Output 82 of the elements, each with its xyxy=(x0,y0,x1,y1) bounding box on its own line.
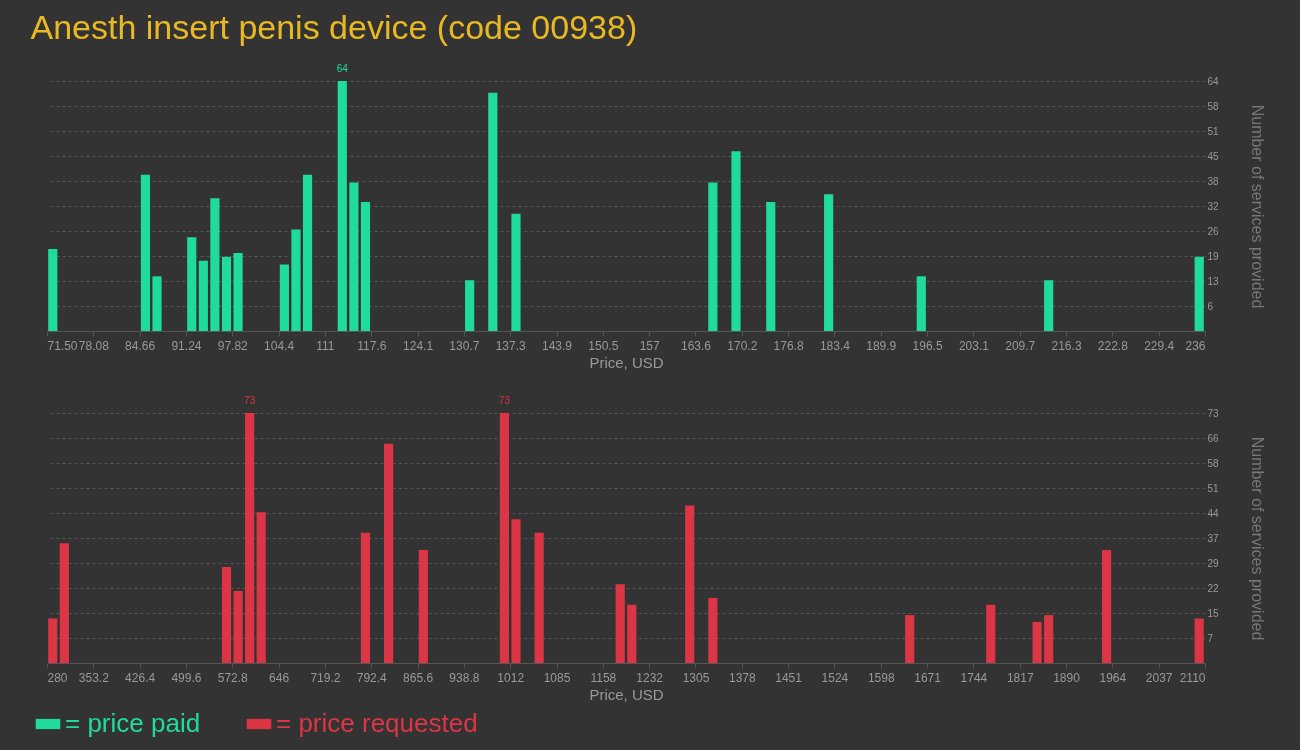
x-tick-label: 196.5 xyxy=(912,338,943,353)
x-tick-label: 97.82 xyxy=(217,338,249,353)
x-tick-label: 1158 xyxy=(590,670,617,685)
legend-label: = price paid xyxy=(65,708,201,738)
x-tick-label: 1744 xyxy=(960,670,988,685)
x-tick-label: 792.4 xyxy=(356,670,388,685)
chart-title: Anesth insert penis device (code 00938) xyxy=(30,8,638,46)
y-tick-label: 15 xyxy=(1207,607,1220,619)
y-tick-label: 58 xyxy=(1207,100,1220,112)
y-tick-label: 32 xyxy=(1207,200,1220,212)
x-tick-label: 353.2 xyxy=(78,670,110,685)
y-tick-label: 38 xyxy=(1207,175,1220,187)
data-label: 64 xyxy=(336,63,349,74)
y-tick-label: 44 xyxy=(1207,507,1220,519)
x-tick-label: 1305 xyxy=(682,670,710,685)
y-tick-label: 26 xyxy=(1207,225,1220,237)
x-tick-label: 1232 xyxy=(636,670,664,685)
y-tick-label: 73 xyxy=(1207,407,1220,419)
y-tick-label: 13 xyxy=(1207,275,1220,287)
x-tick-label: 236 xyxy=(1185,338,1206,353)
x-tick-label: 572.8 xyxy=(217,670,249,685)
x-tick-label: 150.5 xyxy=(588,338,619,353)
x-tick-label: 117.6 xyxy=(357,338,387,353)
y-tick-label: 29 xyxy=(1207,557,1220,569)
x-tick-label: 2110 xyxy=(1179,670,1206,685)
x-tick-label: 137.3 xyxy=(495,338,527,353)
x-tick-label: 104.4 xyxy=(264,338,295,353)
x-tick-label: 78.08 xyxy=(78,338,110,353)
y-tick-label: 37 xyxy=(1207,532,1220,544)
x-tick-label: 1012 xyxy=(497,670,525,685)
legend-label: = price requested xyxy=(276,708,478,738)
x-tick-label: 170.2 xyxy=(727,338,758,353)
y-tick-label: 66 xyxy=(1207,432,1220,444)
y-tick-label: 22 xyxy=(1207,582,1220,594)
x-tick-label: 203.1 xyxy=(958,338,990,353)
x-tick-label: 124.1 xyxy=(403,338,434,353)
x-tick-label: 209.7 xyxy=(1005,338,1036,353)
x-tick-label: 426.4 xyxy=(125,670,156,685)
x-tick-label: 1451 xyxy=(775,670,803,685)
x-tick-label: 176.8 xyxy=(773,338,804,353)
data-label: 73 xyxy=(244,395,256,406)
x-tick-label: 719.2 xyxy=(310,670,341,685)
y-tick-label: 51 xyxy=(1207,125,1220,137)
x-tick-label: 71.50 xyxy=(47,338,78,353)
x-axis-title: Price, USD xyxy=(589,353,664,371)
x-tick-label: 938.8 xyxy=(449,670,480,685)
x-tick-label: 216.3 xyxy=(1051,338,1082,353)
x-tick-label: 189.9 xyxy=(866,338,897,353)
x-tick-label: 229.4 xyxy=(1144,338,1175,353)
y-tick-label: 51 xyxy=(1207,482,1220,494)
x-tick-label: 280 xyxy=(47,670,68,685)
y-tick-label: 7 xyxy=(1207,632,1214,644)
x-tick-label: 1598 xyxy=(867,670,895,685)
x-tick-label: 646 xyxy=(269,670,290,685)
x-tick-label: 1671 xyxy=(914,670,942,685)
x-tick-label: 2037 xyxy=(1145,670,1173,685)
x-tick-label: 130.7 xyxy=(449,338,480,353)
data-label: 73 xyxy=(498,395,511,406)
x-tick-label: 111 xyxy=(316,338,335,353)
y-tick-label: 45 xyxy=(1207,150,1220,162)
x-tick-label: 84.66 xyxy=(125,338,156,353)
y-axis-title: Number of services provided xyxy=(1248,104,1266,309)
x-tick-label: 1964 xyxy=(1099,670,1127,685)
y-tick-label: 19 xyxy=(1207,250,1220,262)
x-tick-label: 1817 xyxy=(1006,670,1034,685)
x-tick-label: 157 xyxy=(639,338,660,353)
x-tick-label: 222.8 xyxy=(1097,338,1129,353)
x-tick-label: 1378 xyxy=(728,670,756,685)
x-tick-label: 865.6 xyxy=(403,670,434,685)
x-tick-label: 1085 xyxy=(543,670,571,685)
y-axis-title: Number of services provided xyxy=(1248,436,1266,641)
x-tick-label: 1890 xyxy=(1053,670,1081,685)
y-tick-label: 6 xyxy=(1207,300,1214,312)
x-tick-label: 163.6 xyxy=(680,338,712,353)
x-tick-label: 91.24 xyxy=(171,338,202,353)
x-tick-label: 143.9 xyxy=(542,338,573,353)
x-tick-label: 183.4 xyxy=(819,338,851,353)
x-tick-label: 499.6 xyxy=(171,670,202,685)
y-tick-label: 64 xyxy=(1207,75,1220,87)
x-tick-label: 1524 xyxy=(821,670,849,685)
x-axis-title: Price, USD xyxy=(589,685,664,703)
y-tick-label: 58 xyxy=(1207,457,1220,469)
